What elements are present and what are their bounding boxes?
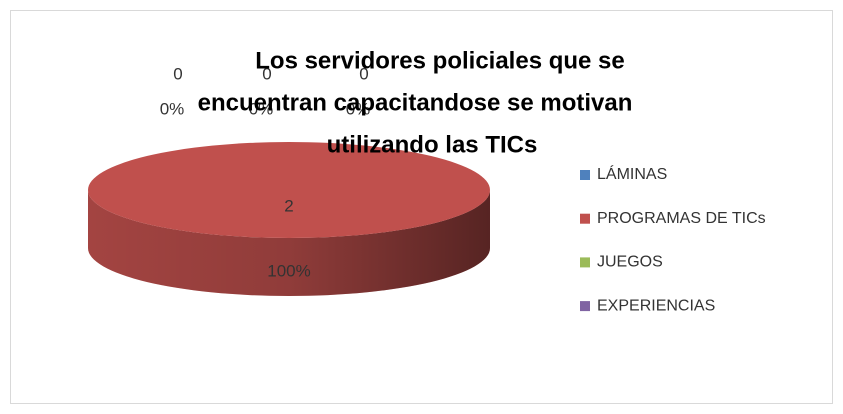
percent-label: 0%: [160, 99, 185, 118]
legend-label: LÁMINAS: [597, 164, 667, 183]
labels: 0 0% 2 100% 0 0% 0 0%: [160, 64, 371, 280]
legend: LÁMINAS PROGRAMAS DE TICs JUEGOS EXPERIENCI…: [580, 164, 766, 314]
slice-side-shade: [88, 190, 490, 296]
value-label: 0: [173, 64, 182, 83]
percent-label: 0%: [346, 99, 371, 118]
value-label: 0: [359, 64, 368, 83]
chart-title: encuentran capacitandose se motivan: [198, 89, 633, 116]
legend-swatch: [580, 301, 590, 312]
value-label: 0: [262, 64, 271, 83]
value-label: 2: [284, 196, 293, 215]
chart-title: utilizando las TICs: [327, 131, 538, 158]
pie: [88, 142, 490, 296]
legend-swatch: [580, 213, 590, 224]
percent-label: 100%: [267, 261, 310, 280]
legend-swatch: [580, 170, 590, 180]
legend-label: PROGRAMAS DE TICs: [597, 210, 766, 227]
slice: [88, 142, 490, 238]
chart-title: Los servidores policiales que se: [255, 47, 625, 74]
legend-swatch: [580, 257, 590, 268]
legend-label: JUEGOS: [597, 254, 663, 271]
percent-label: 0%: [249, 99, 274, 118]
legend-label: EXPERIENCIAS: [597, 297, 715, 314]
title: Los servidores policiales que se encuentr…: [198, 47, 633, 158]
